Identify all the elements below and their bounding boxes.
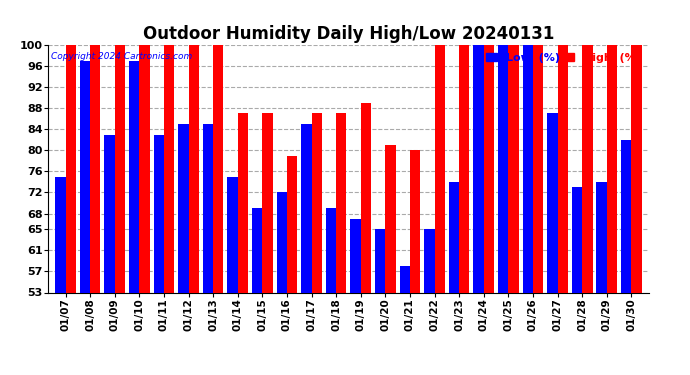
Bar xyxy=(607,45,617,292)
Bar xyxy=(228,177,238,292)
Bar xyxy=(498,45,509,292)
Bar xyxy=(631,45,642,292)
Bar xyxy=(104,135,115,292)
Text: Copyright 2024 Cartronics.com: Copyright 2024 Cartronics.com xyxy=(51,53,193,62)
Title: Outdoor Humidity Daily High/Low 20240131: Outdoor Humidity Daily High/Low 20240131 xyxy=(143,26,554,44)
Bar xyxy=(361,103,371,292)
Bar xyxy=(287,156,297,292)
Bar xyxy=(90,45,101,292)
Bar xyxy=(547,114,558,292)
Bar xyxy=(178,124,188,292)
Bar xyxy=(154,135,164,292)
Bar xyxy=(66,45,76,292)
Bar xyxy=(188,45,199,292)
Bar xyxy=(252,208,262,292)
Bar xyxy=(435,45,445,292)
Bar xyxy=(410,150,420,292)
Bar xyxy=(473,45,484,292)
Bar xyxy=(484,45,494,292)
Legend: Low  (%), High  (%): Low (%), High (%) xyxy=(484,51,643,65)
Bar xyxy=(572,187,582,292)
Bar xyxy=(385,145,395,292)
Bar xyxy=(582,45,593,292)
Bar xyxy=(375,229,385,292)
Bar xyxy=(509,45,519,292)
Bar xyxy=(203,124,213,292)
Bar xyxy=(533,45,543,292)
Bar xyxy=(596,182,607,292)
Bar xyxy=(238,114,248,292)
Bar xyxy=(336,114,346,292)
Bar xyxy=(129,61,139,292)
Bar xyxy=(326,208,336,292)
Bar xyxy=(277,192,287,292)
Bar xyxy=(80,61,90,292)
Bar xyxy=(262,114,273,292)
Bar xyxy=(448,182,459,292)
Bar xyxy=(400,266,410,292)
Bar xyxy=(424,229,435,292)
Bar xyxy=(302,124,312,292)
Bar xyxy=(621,140,631,292)
Bar xyxy=(115,45,125,292)
Bar xyxy=(213,45,224,292)
Bar xyxy=(351,219,361,292)
Bar xyxy=(55,177,66,292)
Bar xyxy=(139,45,150,292)
Bar xyxy=(164,45,175,292)
Bar xyxy=(459,45,469,292)
Bar xyxy=(558,45,568,292)
Bar xyxy=(522,45,533,292)
Bar xyxy=(312,114,322,292)
